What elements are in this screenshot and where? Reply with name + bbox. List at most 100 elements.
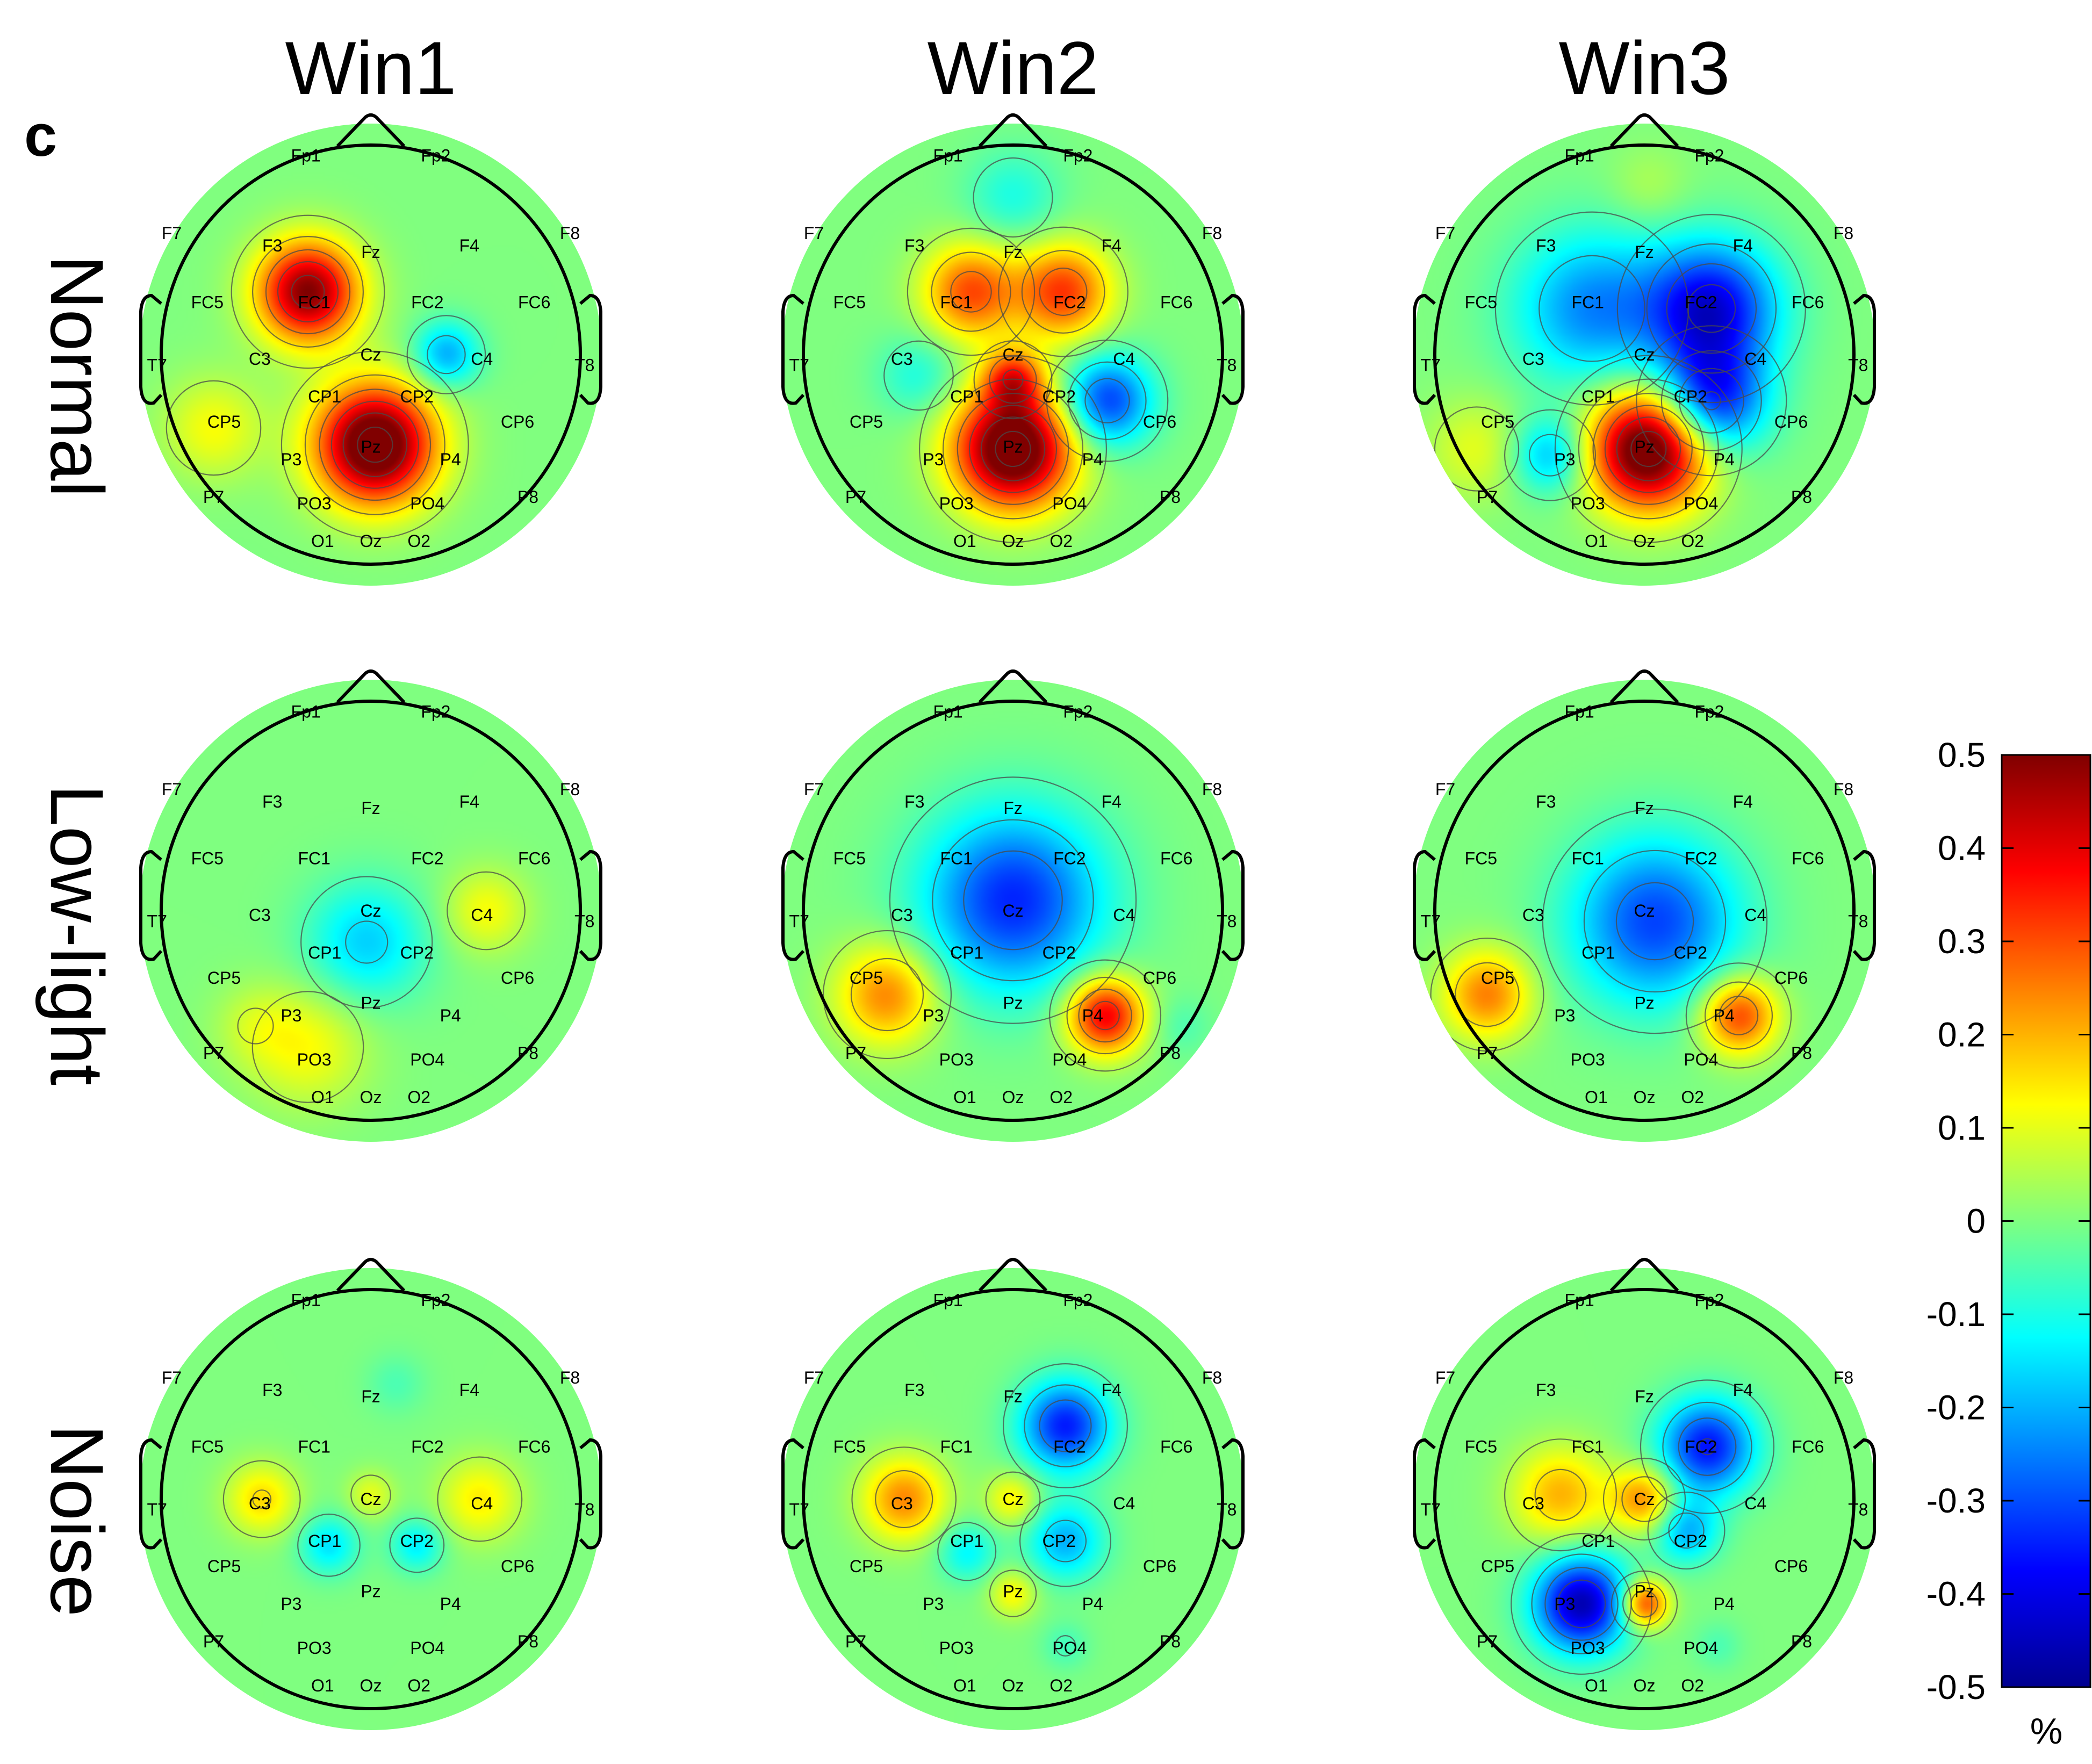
electrode-label-o1: O1 [1585, 1676, 1608, 1695]
right-ear-outline [579, 1438, 602, 1550]
electrode-label-fc2: FC2 [1053, 1437, 1085, 1457]
colorbar-tick-label: 0.4 [1938, 829, 1986, 868]
electrode-label-p7: P7 [1477, 1632, 1498, 1651]
electrode-label-o1: O1 [1585, 531, 1608, 551]
electrode-label-p7: P7 [203, 1043, 224, 1063]
right-ear-outline [1221, 1438, 1245, 1550]
contour-line [1039, 1399, 1092, 1452]
colorbar-tick-label: -0.2 [1926, 1388, 1986, 1427]
electrode-label-t7: T7 [147, 912, 167, 931]
electrode-label-o2: O2 [1049, 1088, 1073, 1107]
scalp-maps: Fp1 Fp2 F7 F3 Fz F4 F8 FC5 FC1 FC2 FC6 T7 C3 Cz C4 T8 CP… [139, 113, 1876, 1730]
scalp-map-normal-win1: Fp1 Fp2 F7 F3 Fz F4 F8 FC5 FC1 FC2 FC6 T7 C3 Cz C4 T8 CP… [139, 113, 602, 586]
electrode-label-f3: F3 [262, 1380, 282, 1400]
electrode-label-c3: C3 [891, 1494, 913, 1513]
electrode-label-fz: Fz [361, 798, 380, 818]
electrode-label-p8: P8 [517, 1632, 538, 1651]
electrode-label-t7: T7 [1421, 912, 1441, 931]
left-ear-outline [139, 1438, 163, 1550]
electrode-label-fc6: FC6 [518, 849, 550, 868]
electrode-label-fc1: FC1 [940, 849, 972, 868]
colorbar-tick-label: -0.1 [1926, 1295, 1986, 1334]
electrode-label-f8: F8 [560, 780, 580, 799]
electrode-label-cz: Cz [1002, 901, 1023, 920]
electrode-label-cp2: CP2 [1674, 943, 1707, 962]
electrode-label-p4: P4 [440, 450, 461, 469]
electrode-label-f3: F3 [1536, 236, 1556, 255]
electrode-label-fp2: Fp2 [1063, 146, 1092, 165]
electrode-label-t7: T7 [147, 356, 167, 375]
contour-line [1557, 1579, 1606, 1629]
contour-line [265, 249, 351, 335]
left-ear-outline [781, 849, 805, 961]
electrode-label-po3: PO3 [1571, 1638, 1605, 1658]
electrode-label-po3: PO3 [939, 1638, 974, 1658]
electrode-label-p3: P3 [1554, 450, 1575, 469]
contour-line [1528, 434, 1572, 477]
electrode-label-cp6: CP6 [501, 1557, 534, 1576]
electrode-label-fc5: FC5 [1465, 849, 1497, 868]
electrode-label-fc2: FC2 [1053, 293, 1085, 312]
electrode-label-cp2: CP2 [1674, 387, 1707, 406]
electrode-label-c4: C4 [1744, 905, 1766, 925]
electrode-label-o1: O1 [953, 531, 976, 551]
electrode-label-t8: T8 [574, 356, 594, 375]
electrode-label-p8: P8 [517, 1043, 538, 1063]
electrode-label-p3: P3 [281, 1594, 301, 1614]
left-ear-outline [139, 849, 163, 961]
contour-line [330, 400, 419, 489]
contour-line [919, 355, 1107, 543]
electrode-label-p3: P3 [281, 450, 301, 469]
column-title-win1: Win1 [285, 26, 457, 110]
electrode-label-pz: Pz [1634, 993, 1654, 1013]
contour-line [1511, 1533, 1652, 1675]
electrode-label-pz: Pz [361, 1582, 380, 1601]
contour-line [851, 1446, 957, 1552]
electrode-label-fc1: FC1 [940, 1437, 972, 1457]
contour-line [1019, 1495, 1112, 1587]
electrode-label-fc6: FC6 [1160, 293, 1192, 312]
contour-line [291, 275, 325, 309]
electrode-label-fc6: FC6 [1792, 293, 1824, 312]
electrode-label-t8: T8 [574, 912, 594, 931]
contour-line [357, 427, 393, 463]
electrode-label-cz: Cz [1634, 901, 1655, 920]
head-outline [160, 1288, 582, 1710]
column-title-win3: Win3 [1559, 26, 1730, 110]
electrode-label-cp5: CP5 [207, 412, 241, 431]
column-title-win2: Win2 [928, 26, 1099, 110]
contour-line [963, 850, 1063, 951]
contour-line [989, 1569, 1037, 1617]
electrode-label-c4: C4 [471, 905, 493, 925]
electrode-label-fp2: Fp2 [1694, 702, 1724, 722]
electrode-label-p4: P4 [440, 1594, 461, 1614]
electrode-label-cp6: CP6 [1143, 968, 1176, 988]
electrode-label-f7: F7 [162, 224, 182, 243]
electrode-label-cp6: CP6 [1774, 968, 1808, 988]
electrode-label-o2: O2 [1049, 1676, 1073, 1695]
electrode-label-p4: P4 [1714, 1006, 1735, 1025]
electrode-label-po3: PO3 [1571, 494, 1605, 513]
electrode-label-f4: F4 [459, 236, 479, 255]
nose-outline [336, 113, 406, 148]
electrode-label-p8: P8 [1160, 487, 1181, 507]
electrode-label-fc2: FC2 [411, 1437, 443, 1457]
electrode-label-cp6: CP6 [1774, 1557, 1808, 1576]
electrode-label-o1: O1 [311, 1676, 334, 1695]
electrode-label-cz: Cz [360, 1489, 381, 1509]
electrode-label-cp1: CP1 [1581, 943, 1615, 962]
contour-line [937, 1522, 997, 1581]
electrode-label-f8: F8 [560, 1368, 580, 1387]
contour-line [889, 776, 1137, 1024]
electrode-label-fc6: FC6 [1792, 849, 1824, 868]
electrode-label-po4: PO4 [410, 1050, 444, 1069]
electrode-label-cp2: CP2 [400, 387, 434, 406]
contour-line [973, 340, 1053, 420]
contour-line [406, 315, 486, 394]
head-outline [1433, 700, 1856, 1122]
left-ear-outline [781, 1438, 805, 1550]
electrode-label-f4: F4 [1733, 236, 1753, 255]
electrode-label-fc1: FC1 [1571, 293, 1604, 312]
electrode-label-fc5: FC5 [191, 1437, 224, 1457]
contour-line [998, 226, 1128, 357]
